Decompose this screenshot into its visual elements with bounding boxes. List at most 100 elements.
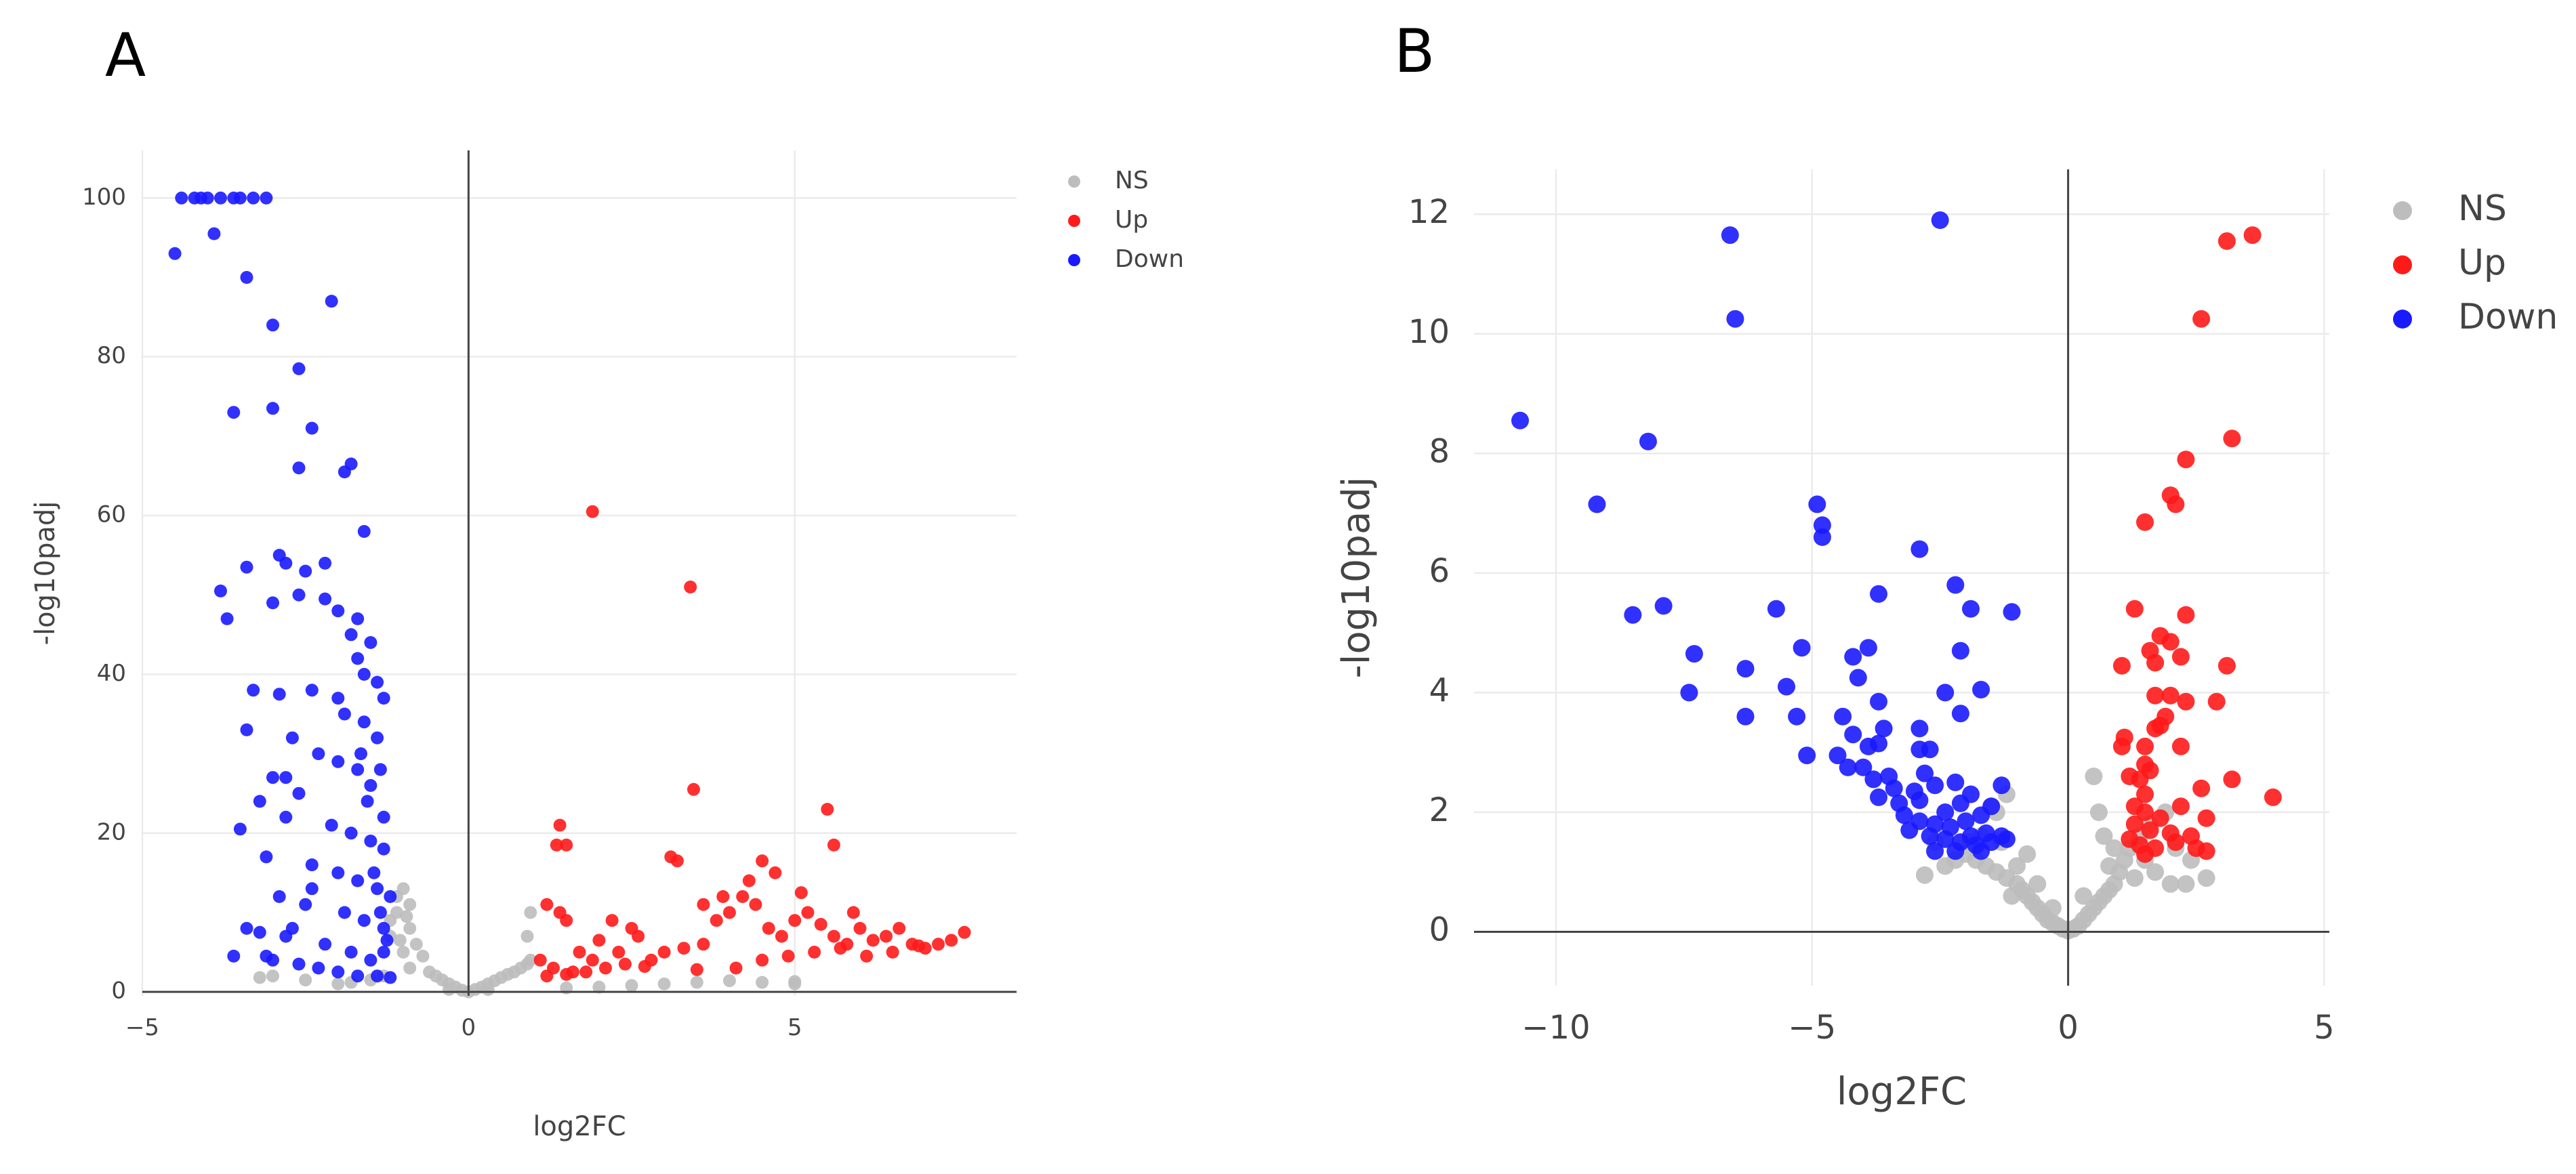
point-down	[240, 271, 253, 284]
point-ns	[299, 973, 312, 987]
point-up	[846, 906, 860, 919]
point-ns	[2100, 857, 2119, 875]
point-ns	[393, 934, 407, 947]
point-down	[272, 890, 286, 903]
point-down	[1726, 310, 1744, 328]
point-up	[573, 946, 586, 959]
point-up	[827, 929, 840, 943]
point-down	[351, 652, 365, 665]
point-up	[722, 906, 736, 919]
point-up	[550, 838, 563, 852]
x-tick-label: −10	[1521, 1009, 1590, 1047]
point-down	[220, 612, 234, 625]
point-down	[240, 921, 253, 935]
point-down	[338, 906, 351, 919]
point-down	[1736, 660, 1755, 678]
point-down	[1992, 776, 2011, 795]
point-up	[958, 925, 971, 939]
point-down	[1639, 432, 1657, 450]
ticks-a: −5 0 5 0 20 40 60 80 100	[82, 184, 802, 1041]
point-down	[1921, 740, 1939, 759]
point-down	[344, 457, 358, 471]
point-down	[377, 946, 390, 959]
point-ns	[524, 906, 537, 919]
point-up	[2136, 785, 2154, 803]
point-down	[1875, 719, 1893, 738]
point-down	[319, 556, 332, 570]
point-down	[364, 779, 377, 792]
point-ns	[400, 910, 413, 923]
point-up	[2177, 450, 2195, 469]
point-down	[292, 461, 306, 475]
y-tick-label: 0	[111, 978, 126, 1005]
point-down	[351, 969, 365, 983]
point-ns	[416, 949, 430, 963]
legend-label-up-a: Up	[1115, 206, 1148, 234]
point-down	[361, 795, 374, 808]
legend-label-up-b: Up	[2458, 243, 2506, 283]
point-down	[1870, 585, 1887, 603]
point-up	[2136, 513, 2154, 531]
point-up	[2161, 633, 2180, 651]
point-up	[2131, 770, 2149, 789]
point-down	[1900, 821, 1919, 839]
point-down	[1916, 764, 1934, 782]
point-up	[853, 921, 867, 935]
point-up	[2141, 821, 2159, 839]
point-up	[677, 942, 691, 955]
point-up	[912, 939, 926, 952]
point-down	[201, 191, 214, 205]
point-down	[1910, 540, 1929, 558]
point-down	[1793, 639, 1811, 657]
point-up	[781, 949, 795, 963]
point-up	[2167, 495, 2185, 513]
point-up	[2125, 600, 2144, 618]
y-tick-label: 0	[1429, 911, 1450, 949]
panel-label-a: A	[105, 20, 146, 90]
point-ns	[2197, 869, 2215, 887]
point-down	[1936, 803, 1955, 821]
legend-marker-ns-a	[1068, 175, 1080, 188]
point-down	[260, 191, 273, 205]
point-up	[533, 953, 547, 967]
point-down	[377, 921, 390, 935]
points-a	[168, 191, 971, 999]
point-down	[371, 675, 384, 689]
volcano-plot-b: −10 −5 0 5 0 2 4 6 8 10 12 log2FC -log10padj NS Up…	[1334, 169, 2558, 1114]
point-ns	[524, 953, 537, 967]
point-up	[749, 898, 762, 911]
point-up	[2146, 686, 2165, 705]
point-ns	[520, 929, 534, 943]
point-up	[2223, 770, 2241, 789]
point-up	[2151, 809, 2169, 827]
point-down	[1936, 684, 1955, 702]
point-down	[233, 191, 247, 205]
y-tick-label: 10	[1408, 313, 1450, 351]
point-down	[377, 842, 390, 856]
point-up	[2171, 737, 2190, 755]
point-up	[586, 505, 599, 518]
point-down	[312, 747, 325, 761]
legend-marker-up-a	[1068, 215, 1080, 227]
point-down	[175, 191, 188, 205]
point-down	[354, 747, 367, 761]
legend-marker-down-b	[2393, 310, 2412, 329]
point-down	[240, 723, 253, 736]
point-down	[253, 925, 266, 939]
point-down	[214, 191, 227, 205]
legend-marker-down-a	[1068, 254, 1080, 266]
point-down	[266, 402, 279, 415]
point-ns	[403, 898, 417, 911]
point-ns	[625, 979, 638, 992]
point-ns	[788, 977, 802, 990]
y-tick-label: 20	[97, 818, 126, 845]
point-ns	[403, 921, 417, 935]
point-ns	[2089, 803, 2108, 821]
panel-label-b: B	[1394, 16, 1435, 86]
ticks-b: −10 −5 0 5 0 2 4 6 8 10 12	[1408, 193, 2335, 1047]
y-tick-label: 2	[1429, 791, 1450, 829]
point-up	[2136, 845, 2154, 863]
point-up	[756, 854, 769, 868]
point-down	[305, 421, 319, 435]
